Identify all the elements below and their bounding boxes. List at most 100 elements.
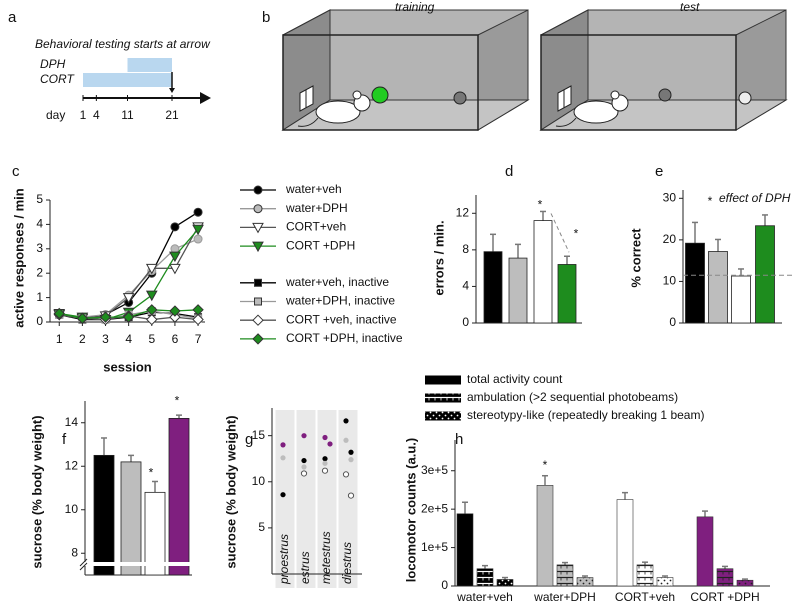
annotation: * xyxy=(538,198,543,212)
y-axis-label: % correct xyxy=(628,228,643,288)
legend-label: water+veh, inactive xyxy=(285,275,389,289)
bar xyxy=(508,257,528,324)
marker xyxy=(253,204,263,214)
legend-label: water+DPH xyxy=(285,201,348,215)
marker xyxy=(145,290,158,302)
bar xyxy=(755,225,775,324)
y-axis-label: errors / min. xyxy=(431,220,446,295)
point xyxy=(301,464,307,470)
bar xyxy=(483,251,503,324)
annotation: * xyxy=(175,393,180,407)
legend-label: CORT +veh, inactive xyxy=(286,312,397,326)
point xyxy=(300,470,308,477)
y-tick-label: 5 xyxy=(36,192,43,206)
timeline-tick-label: 21 xyxy=(165,108,179,122)
y-tick-label: 2 xyxy=(36,265,43,279)
category-band xyxy=(317,410,337,588)
marker xyxy=(170,244,180,254)
legend-label: CORT +DPH xyxy=(286,238,355,252)
y-tick-label: 15 xyxy=(252,428,266,442)
timeline-tick-label: 4 xyxy=(93,108,100,122)
bar xyxy=(708,251,728,324)
panel-letter: d xyxy=(505,163,513,180)
panel-letter: e xyxy=(655,163,663,180)
x-tick-label: water+DPH xyxy=(533,590,596,604)
point xyxy=(321,467,329,474)
point xyxy=(280,442,286,448)
marker xyxy=(252,222,264,234)
timeline-row-label: DPH xyxy=(40,57,66,71)
point xyxy=(301,433,307,439)
legend-label: ambulation (>2 sequential photobeams) xyxy=(467,390,678,404)
marker xyxy=(146,304,158,316)
x-tick-label: 3 xyxy=(102,332,109,346)
panel-letter: g xyxy=(245,431,253,448)
y-axis-label: sucrose (% body weight) xyxy=(29,415,44,568)
bar xyxy=(93,454,115,576)
y-tick-label: 12 xyxy=(65,458,79,472)
x-tick-label: 1 xyxy=(56,332,63,346)
marker xyxy=(122,293,135,304)
legend-label: water+veh xyxy=(285,182,342,196)
y-tick-label: 14 xyxy=(65,415,79,429)
box-label: test xyxy=(680,0,700,14)
marker xyxy=(192,304,204,316)
bar xyxy=(731,275,751,324)
y-tick-label: 10 xyxy=(65,502,79,516)
point xyxy=(348,449,354,455)
timeline-title: Behavioral testing starts at arrow xyxy=(35,37,211,51)
point xyxy=(280,455,286,461)
marker xyxy=(252,241,264,253)
annotation: * xyxy=(543,458,548,472)
axis-break xyxy=(79,562,190,566)
y-tick-label: 2e+5 xyxy=(421,501,448,515)
marker xyxy=(254,278,262,287)
bar xyxy=(716,568,734,587)
bar xyxy=(556,564,574,587)
point xyxy=(322,434,328,441)
annotation: * xyxy=(149,466,154,480)
panel-letter: c xyxy=(12,163,20,180)
marker xyxy=(254,297,262,306)
category-band xyxy=(275,410,295,588)
marker xyxy=(169,263,181,275)
marker xyxy=(192,224,204,236)
bar xyxy=(685,242,705,324)
point xyxy=(301,457,307,464)
annotation: * xyxy=(574,226,579,240)
target-light xyxy=(371,86,389,104)
category-band xyxy=(338,410,358,588)
timeline-tick-label: 1 xyxy=(80,108,87,122)
marker xyxy=(122,311,135,323)
panel-letter: f xyxy=(62,431,67,448)
x-tick-label: estrus xyxy=(298,551,312,584)
bar xyxy=(656,577,674,587)
target-light xyxy=(738,91,752,105)
legend-label: CORT +DPH, inactive xyxy=(286,331,403,345)
schematic-box xyxy=(281,9,530,131)
marker xyxy=(193,234,203,244)
legend-label: CORT+veh xyxy=(286,220,346,234)
marker xyxy=(169,251,181,263)
x-axis-label: session xyxy=(103,359,151,374)
y-tick-label: 8 xyxy=(71,545,78,559)
marker xyxy=(253,185,263,195)
x-tick-label: water+veh xyxy=(456,590,513,604)
y-tick-label: 0 xyxy=(36,314,43,328)
y-tick-label: 4 xyxy=(36,217,43,231)
bar xyxy=(536,485,554,587)
box-label: training xyxy=(395,0,435,14)
marker xyxy=(192,313,204,326)
timeline-axis-head xyxy=(200,92,211,104)
legend-swatch xyxy=(425,393,461,403)
x-tick-label: CORT +DPH xyxy=(690,590,759,604)
x-tick-label: metestrus xyxy=(319,531,333,584)
category-band xyxy=(296,410,316,588)
y-tick-label: 12 xyxy=(456,205,470,219)
bar xyxy=(636,564,654,587)
axis-break-mark xyxy=(79,558,88,567)
bar xyxy=(616,499,634,587)
y-tick-label: 30 xyxy=(663,190,677,204)
x-tick-label: diestrus xyxy=(340,542,354,584)
